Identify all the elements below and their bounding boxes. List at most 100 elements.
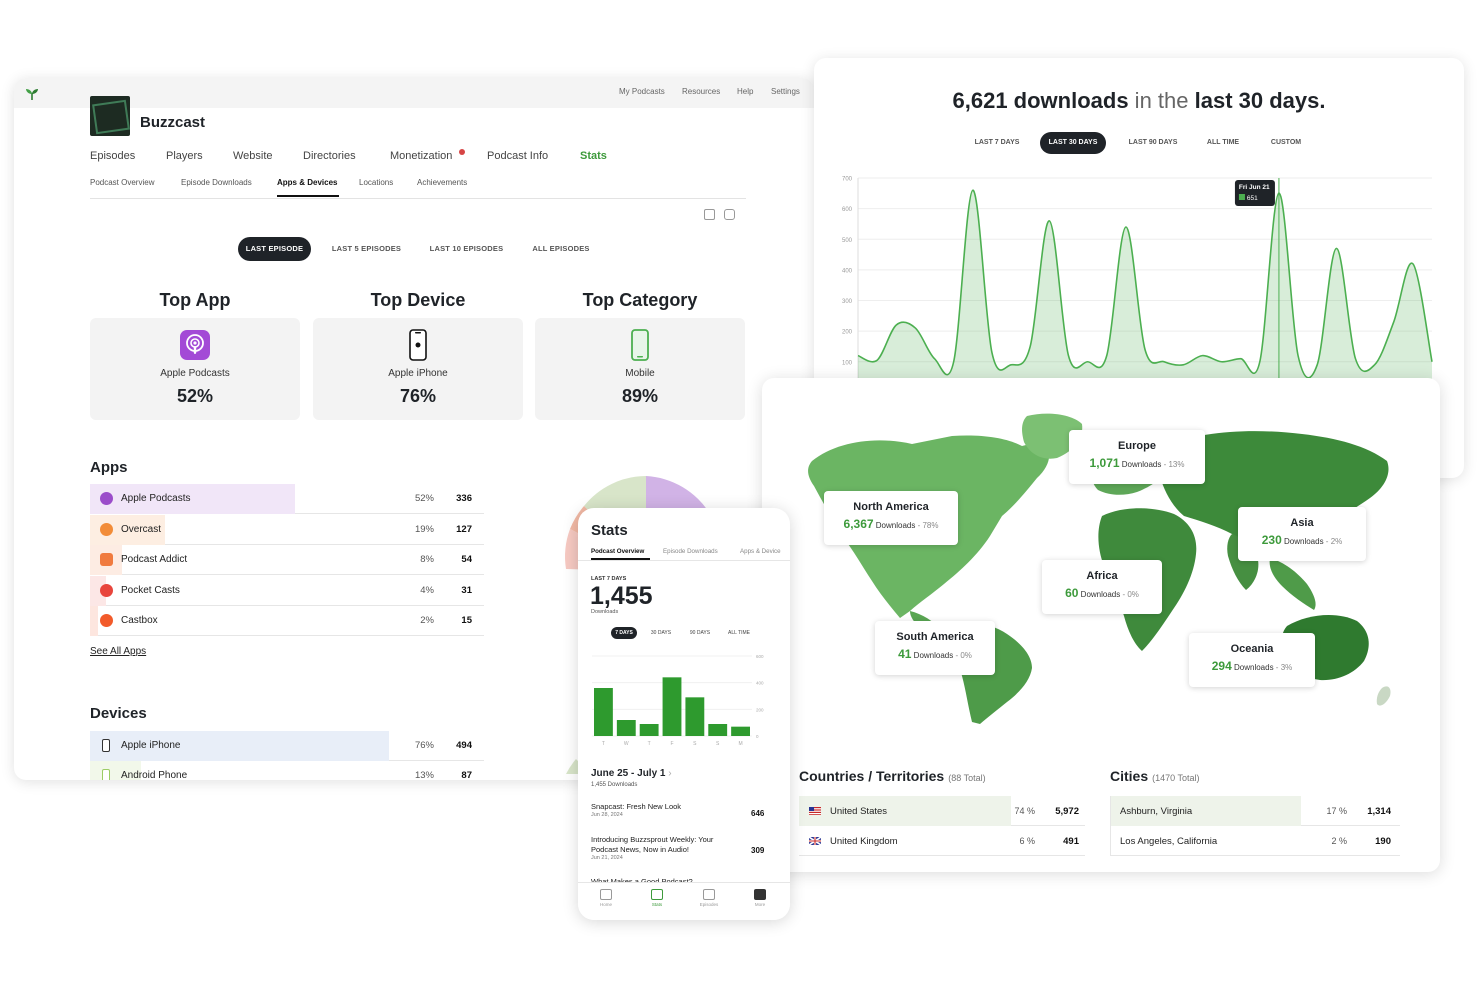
- mobile-tab-apps-device[interactable]: Apps & Device: [740, 548, 781, 555]
- range-last-30-days[interactable]: LAST 30 DAYS: [1040, 132, 1106, 154]
- see-all-apps-link[interactable]: See All Apps: [90, 646, 147, 657]
- range-last-90-days[interactable]: LAST 90 DAYS: [1128, 139, 1178, 146]
- settings-link[interactable]: Settings: [771, 87, 800, 96]
- bar[interactable]: [594, 688, 613, 736]
- mobile-range-30-days[interactable]: 30 DAYS: [650, 630, 672, 636]
- nav-episodes[interactable]: Episodes: [689, 889, 729, 907]
- nav-home[interactable]: Home: [586, 889, 626, 907]
- episode-date: Jun 21, 2024: [591, 855, 623, 861]
- mobile-range-90-days[interactable]: 90 DAYS: [689, 630, 711, 636]
- tooltip-background: [1234, 180, 1275, 206]
- range-all-time[interactable]: ALL TIME: [1206, 139, 1240, 146]
- city-name: Los Angeles, California: [1120, 836, 1218, 847]
- nav-more-label: More: [754, 902, 766, 907]
- tab-directories[interactable]: Directories: [303, 150, 356, 162]
- chevron-right-icon[interactable]: ›: [668, 768, 672, 779]
- nav-more[interactable]: More: [740, 889, 780, 907]
- filter-last-episode[interactable]: LAST EPISODE: [238, 237, 311, 261]
- filter-all-episodes[interactable]: ALL EPISODES: [532, 244, 590, 253]
- app-row[interactable]: Podcast Addict 8% 54: [90, 545, 484, 575]
- country-name: United Kingdom: [830, 836, 898, 847]
- subtab-apps-devices[interactable]: Apps & Devices: [277, 178, 338, 187]
- mobile-tab-episode-downloads[interactable]: Episode Downloads: [663, 548, 718, 555]
- iphone-icon: [409, 329, 427, 361]
- episode-list-item[interactable]: Snapcast: Fresh New Look Jun 28, 2024 64…: [591, 802, 777, 818]
- subtab-podcast-overview[interactable]: Podcast Overview: [90, 178, 155, 187]
- north-america-card[interactable]: North America 6,367 Downloads - 78%: [824, 491, 958, 545]
- tab-episodes[interactable]: Episodes: [90, 150, 136, 162]
- city-row[interactable]: Ashburn, Virginia 17 % 1,314: [1110, 796, 1400, 826]
- top-category-label: Mobile: [625, 368, 655, 379]
- tab-podcast-info[interactable]: Podcast Info: [487, 150, 549, 162]
- tab-stats[interactable]: Stats: [580, 150, 607, 162]
- bar[interactable]: [708, 724, 728, 736]
- tab-players[interactable]: Players: [166, 150, 203, 162]
- top-device-card: Apple iPhone 76%: [313, 318, 523, 420]
- device-name: Android Phone: [121, 770, 188, 780]
- nav-stats[interactable]: Stats: [637, 889, 677, 907]
- app-row[interactable]: Pocket Casts 4% 31: [90, 576, 484, 606]
- x-tick-label: S: [716, 741, 720, 747]
- south-america-card[interactable]: South America 41 Downloads - 0%: [875, 621, 995, 675]
- cities-total: (1470 Total): [1152, 773, 1200, 783]
- africa-card[interactable]: Africa 60 Downloads - 0%: [1042, 560, 1162, 614]
- mobile-range-7-days[interactable]: 7 DAYS: [611, 627, 637, 639]
- subtab-episode-downloads[interactable]: Episode Downloads: [181, 178, 252, 187]
- app-row[interactable]: Apple Podcasts 52% 336: [90, 484, 484, 514]
- y-tick-label: 600: [756, 654, 764, 659]
- episode-list-item[interactable]: Introducing Buzzsprout Weekly: Your Podc…: [591, 835, 777, 861]
- downloads-area-chart[interactable]: 100 200 300 400 500 600 700 Fri Jun 21 651: [814, 168, 1464, 478]
- europe-card[interactable]: Europe 1,071 Downloads - 13%: [1069, 430, 1205, 484]
- resources-link[interactable]: Resources: [682, 87, 721, 96]
- region-percent: - 0%: [1120, 590, 1139, 599]
- notification-dot: [459, 149, 465, 155]
- device-row[interactable]: Apple iPhone 76% 494: [90, 731, 484, 761]
- tooltip-value: 651: [1247, 195, 1258, 202]
- oceania-card[interactable]: Oceania 294 Downloads - 3%: [1189, 633, 1315, 687]
- region-downloads-label: Downloads: [875, 521, 916, 530]
- range-last-7-days[interactable]: LAST 7 DAYS: [974, 139, 1020, 146]
- country-row[interactable]: United Kingdom 6 % 491: [799, 826, 1085, 856]
- bar[interactable]: [731, 726, 750, 736]
- subtab-achievements[interactable]: Achievements: [417, 178, 468, 187]
- my-podcasts-link[interactable]: My Podcasts: [619, 87, 665, 96]
- device-row[interactable]: Android Phone 13% 87: [90, 761, 484, 780]
- top-category-value: 89%: [621, 386, 659, 406]
- headline-connector: in the: [1128, 88, 1195, 113]
- tab-website[interactable]: Website: [233, 150, 273, 162]
- app-percent: 2%: [420, 615, 434, 626]
- tab-monetization[interactable]: Monetization: [390, 150, 453, 162]
- subtab-locations[interactable]: Locations: [359, 178, 394, 187]
- bar[interactable]: [685, 697, 705, 736]
- region-downloads: 294: [1211, 659, 1232, 673]
- region-downloads-label: Downloads: [913, 651, 954, 660]
- mobile-weekly-bar-chart[interactable]: 0 200 400 600 T W T F S S M: [588, 648, 780, 756]
- asia-shape[interactable]: [1158, 431, 1389, 558]
- bar[interactable]: [616, 720, 636, 736]
- episode-list-item[interactable]: What Makes a Good Podcast?: [591, 877, 777, 887]
- mobile-tab-podcast-overview[interactable]: Podcast Overview: [591, 548, 645, 555]
- app-row[interactable]: Castbox 2% 15: [90, 606, 484, 636]
- mobile-range-all-time[interactable]: ALL TIME: [728, 630, 750, 636]
- region-name: Africa: [1086, 570, 1118, 582]
- city-percent: 17 %: [1326, 806, 1347, 816]
- help-link[interactable]: Help: [737, 87, 754, 96]
- app-row[interactable]: Overcast 19% 127: [90, 515, 484, 545]
- devices-heading: Devices: [90, 705, 147, 722]
- range-custom[interactable]: CUSTOM: [1270, 139, 1302, 146]
- city-row[interactable]: Los Angeles, California 2 % 190: [1110, 826, 1400, 856]
- filter-last-10-episodes[interactable]: LAST 10 EPISODES: [429, 244, 504, 253]
- asia-card[interactable]: Asia 230 Downloads - 2%: [1238, 507, 1366, 561]
- app-count: 15: [461, 615, 472, 626]
- print-icon[interactable]: [724, 209, 735, 220]
- mobile-downloads-label: Downloads: [591, 609, 619, 615]
- y-tick-label: 400: [842, 268, 853, 274]
- app-share-bar: [90, 484, 295, 514]
- bar[interactable]: [662, 677, 682, 736]
- buzzsprout-logo-icon[interactable]: [24, 86, 40, 102]
- bar[interactable]: [639, 724, 659, 736]
- filter-last-5-episodes[interactable]: LAST 5 EPISODES: [331, 244, 402, 253]
- region-downloads-label: Downloads: [1080, 590, 1121, 599]
- download-icon[interactable]: [704, 209, 715, 220]
- country-row[interactable]: United States 74 % 5,972: [799, 796, 1085, 826]
